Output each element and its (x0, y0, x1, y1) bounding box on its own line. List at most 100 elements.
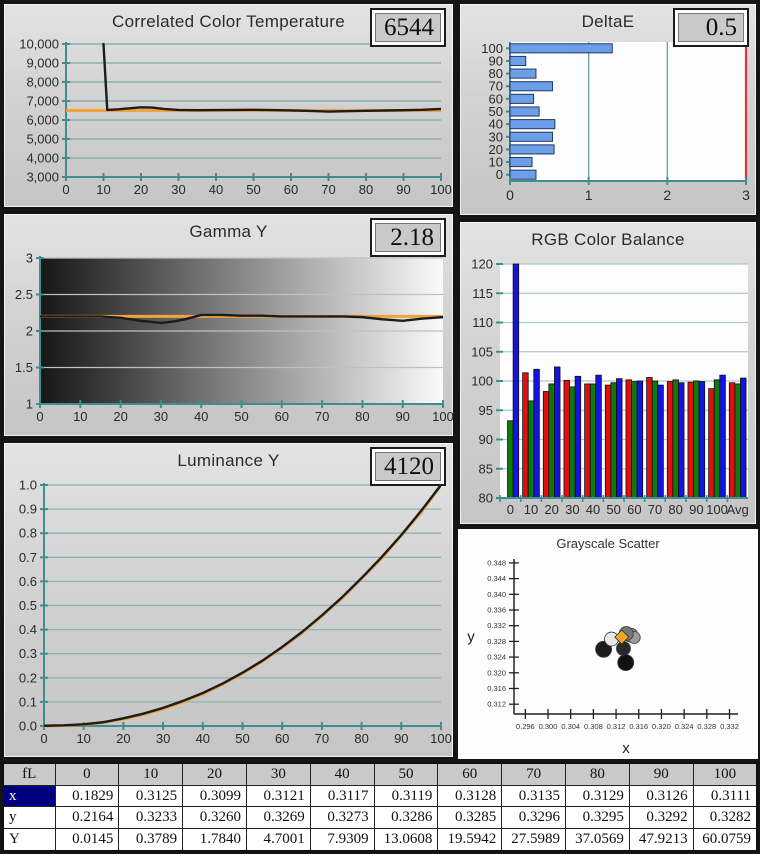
tick-label: 30 (171, 182, 185, 197)
tick-label: 1 (26, 397, 33, 412)
chart-grid: Correlated Color Temperature 6544 3,000 4… (2, 2, 758, 759)
table-cell: 0.3260 (182, 806, 247, 830)
tick-label: 20 (544, 502, 558, 517)
panel-cct: Correlated Color Temperature 6544 3,000 4… (2, 2, 455, 209)
table-cell: 0.3126 (628, 784, 694, 808)
tick-label: 0.340 (487, 590, 506, 599)
scatter-target-point (614, 629, 630, 645)
cct-measured-line (102, 42, 441, 113)
tick-label: Avg (727, 502, 749, 517)
table-cell: 0.3099 (182, 784, 247, 808)
tick-label: 40 (586, 502, 600, 517)
tick-label: 70 (489, 79, 503, 94)
tick-label: 2.5 (15, 287, 33, 302)
tick-label: 90 (479, 432, 493, 447)
tick-label: 60 (275, 409, 289, 424)
tick-label: 20 (113, 409, 127, 424)
deltae-bar (509, 43, 613, 54)
scatter-chart: 0.3120.3160.3200.3240.3280.3320.3360.340… (467, 558, 739, 757)
tick-label: 0.332 (720, 722, 739, 731)
tick-label: 50 (234, 409, 248, 424)
deltae-bar (509, 55, 527, 67)
tick-label: 80 (489, 66, 503, 81)
luminance-value: 4120 (375, 452, 441, 481)
tick-label: 90 (395, 409, 409, 424)
tick-label: 60 (275, 731, 289, 746)
table-row-header-Y[interactable]: Y (2, 828, 56, 852)
tick-label: 80 (359, 182, 373, 197)
tick-label: 0.328 (697, 722, 716, 731)
table-cell: 0.3789 (118, 828, 184, 852)
tick-label: 0 (506, 187, 514, 203)
table-cell: 0.3121 (245, 784, 311, 808)
tick-label: 90 (396, 182, 410, 197)
tick-label: 0.6 (19, 574, 37, 589)
table-row-header-x[interactable]: x (2, 784, 56, 808)
table-cell: 0.3135 (501, 784, 566, 808)
deltae-title: DeltaE (581, 12, 635, 31)
panel-grayscale-scatter: Grayscale Scatter 0.312 0.316 0.320 0.324 0.… (458, 529, 758, 759)
table-cell: 0.3233 (118, 806, 184, 830)
table-cell: 0.3119 (373, 784, 439, 808)
tick-label: 10 (524, 502, 538, 517)
rgb-bar-green (569, 386, 576, 499)
tick-label: 10 (73, 409, 87, 424)
tick-label: 85 (479, 461, 493, 476)
tick-label: 10 (76, 731, 90, 746)
rgb-bar-red (522, 372, 529, 499)
tick-label: 80 (355, 409, 369, 424)
tick-label: 40 (489, 117, 503, 132)
tick-label: 0.296 (516, 722, 535, 731)
deltae-bar (509, 169, 537, 180)
tick-label: 60 (627, 502, 641, 517)
tick-label: 50 (235, 731, 249, 746)
table-cell: 60.0759 (692, 828, 758, 852)
rgb-bar-green (610, 382, 617, 499)
tick-label: 3,000 (26, 170, 59, 185)
table-cell: 37.0569 (565, 828, 630, 852)
table-row-header-y[interactable]: y (2, 806, 56, 830)
table-cell: 0.3129 (565, 784, 630, 808)
table-cell: 4.7001 (245, 828, 311, 852)
tick-label: 0.3 (19, 646, 37, 661)
tick-label: 90 (489, 53, 503, 68)
deltae-bar (509, 93, 535, 104)
tick-label: 1 (585, 187, 593, 203)
table-row: y 0.2164 0.3233 0.3260 0.3269 0.3273 0.3286 0.3… (2, 806, 758, 830)
gamma-value: 2.18 (375, 223, 441, 252)
rgb-bar-green (693, 380, 700, 499)
tick-label: 50 (489, 104, 503, 119)
table-cell: 0.3125 (118, 784, 184, 808)
tick-label: 7,000 (26, 94, 59, 109)
table-column-header: 30 (245, 762, 311, 786)
table-cell: 0.1829 (54, 784, 120, 808)
tick-label: 0.2 (19, 670, 37, 685)
gamma-value-box: 2.18 (370, 218, 446, 257)
rgb-bar-red (563, 380, 570, 499)
tick-label: 0.336 (487, 606, 506, 615)
rgb-bar-blue (657, 384, 664, 499)
cct-value: 6544 (375, 13, 441, 42)
tick-label: 115 (472, 286, 493, 301)
panel-gamma: Gamma Y 2.18 1 1.5 2 2.5 3 0 10 20 30 40 50 60 70 80 9… (2, 212, 455, 438)
tick-label: 10,000 (19, 38, 59, 52)
rgb-bar-red (666, 381, 674, 499)
rgb-bar-green (507, 420, 514, 499)
tick-label: 6,000 (26, 113, 59, 128)
table-cell: 0.3117 (309, 784, 375, 808)
table-row: x 0.1829 0.3125 0.3099 0.3121 0.3117 0.3119 0.3… (2, 784, 758, 808)
table-cell: 0.3286 (373, 806, 439, 830)
tick-label: 20 (134, 182, 148, 197)
tick-label: 90 (394, 731, 408, 746)
tick-label: 10 (96, 182, 110, 197)
tick-label: 2 (663, 187, 671, 203)
table-cell: 0.3285 (437, 806, 503, 830)
deltae-bar (509, 106, 540, 117)
tick-label: 1.5 (15, 360, 33, 375)
tick-label: 95 (479, 403, 493, 418)
table-cell: 0.3295 (565, 806, 630, 830)
rgb-bar-red (708, 388, 715, 499)
tick-label: 0.324 (675, 722, 694, 731)
tick-label: 0.5 (19, 598, 37, 613)
scatter-title: Grayscale Scatter (556, 536, 660, 551)
